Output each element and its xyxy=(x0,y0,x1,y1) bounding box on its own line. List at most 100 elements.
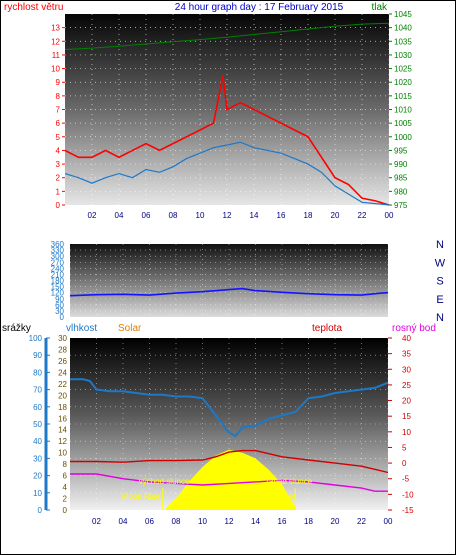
time-tick-label: 08 xyxy=(169,211,178,220)
solar-tick-label: 14 xyxy=(58,426,67,435)
wind-average-line xyxy=(64,141,390,206)
direction-tick-label: 330 xyxy=(51,246,65,255)
pressure-axis-title: tlak xyxy=(371,2,388,13)
temperature-tick-label: 10 xyxy=(402,428,411,437)
direction-tick-label: 300 xyxy=(51,252,65,261)
solar-tick-label: 20 xyxy=(58,391,67,400)
pressure-tick-label: 995 xyxy=(394,146,408,155)
solar-tick-label: 4 xyxy=(63,483,68,492)
rain-tick-label: 70 xyxy=(33,386,42,395)
solar-tick-label: 12 xyxy=(58,437,67,446)
rain-tick-label: 50 xyxy=(33,420,42,429)
climate-time-axis: 02 04 06 08 10 12 14 16 18 20 22 00 xyxy=(92,517,393,526)
pressure-tick-label: 1040 xyxy=(394,24,412,33)
moonset-label: Moon Set xyxy=(261,492,296,501)
dewpoint-axis-title: rosný bod xyxy=(392,323,436,334)
wind-tick-label: 1 xyxy=(56,187,61,196)
direction-tick-label: 180 xyxy=(51,277,65,286)
direction-series xyxy=(69,287,389,297)
direction-tick-label: 360 xyxy=(51,240,65,249)
wind-tick-label: 13 xyxy=(51,24,60,33)
solar-area xyxy=(164,449,297,510)
pressure-tick-label: 1025 xyxy=(394,65,412,74)
solar-tick-label: 28 xyxy=(58,345,67,354)
wind-tick-label: 0 xyxy=(56,201,61,210)
temperature-axis-title: teplota xyxy=(312,323,342,334)
wind-tick-label: 8 xyxy=(56,92,61,101)
pressure-tick-label: 1030 xyxy=(394,51,412,60)
solar-tick-label: 22 xyxy=(58,380,67,389)
temperature-tick-label: 0 xyxy=(402,459,407,468)
sun-moon-events: východ slunce západ slunce Moon Rise Moo… xyxy=(122,477,313,510)
compass-label: W xyxy=(435,257,446,269)
climate-series xyxy=(70,378,389,510)
temperature-axis: -15 -10 -5 0 5 10 15 20 25 30 35 40 xyxy=(388,334,414,515)
pressure-tick-label: 1010 xyxy=(394,106,412,115)
pressure-axis: 975 980 985 990 995 1000 1005 1010 1015 1020 1025 1… xyxy=(389,10,412,210)
temperature-tick-label: 35 xyxy=(402,350,411,359)
solar-tick-label: 8 xyxy=(63,460,68,469)
wind-tick-label: 7 xyxy=(56,106,61,115)
rain-tick-label: 20 xyxy=(33,472,42,481)
temperature-tick-label: -10 xyxy=(402,490,414,499)
temperature-tick-label: -5 xyxy=(402,475,410,484)
time-tick-label: 18 xyxy=(304,517,313,526)
time-tick-label: 04 xyxy=(115,211,124,220)
wind-tick-label: 12 xyxy=(51,37,60,46)
wind-tick-label: 6 xyxy=(56,119,61,128)
pressure-tick-label: 975 xyxy=(394,201,408,210)
solar-tick-label: 2 xyxy=(63,495,68,504)
solar-tick-label: 26 xyxy=(58,357,67,366)
time-tick-label: 00 xyxy=(384,517,393,526)
time-tick-label: 10 xyxy=(196,211,205,220)
wind-tick-label: 3 xyxy=(56,160,61,169)
pressure-tick-label: 1045 xyxy=(394,10,412,19)
rain-tick-label: 0 xyxy=(38,506,43,515)
humidity-line xyxy=(70,378,389,438)
solar-tick-label: 16 xyxy=(58,414,67,423)
rain-tick-label: 100 xyxy=(29,334,43,343)
temperature-tick-label: 30 xyxy=(402,365,411,374)
temperature-tick-label: 5 xyxy=(402,443,407,452)
time-tick-label: 16 xyxy=(277,211,286,220)
moonrise-label: Moon Rise xyxy=(122,492,161,501)
time-tick-label: 06 xyxy=(142,211,151,220)
wind-tick-label: 4 xyxy=(56,146,61,155)
wind-gust-line xyxy=(64,75,390,206)
temperature-tick-label: 40 xyxy=(402,334,411,343)
compass-label: N xyxy=(436,239,444,251)
solar-tick-label: 18 xyxy=(58,403,67,412)
time-tick-label: 22 xyxy=(358,211,367,220)
climate-grid xyxy=(70,338,389,510)
compass-label: S xyxy=(436,276,443,288)
chart-title: 24 hour graph day : 17 February 2015 xyxy=(175,2,344,13)
rain-tick-label: 60 xyxy=(33,403,42,412)
solar-tick-label: 24 xyxy=(58,368,67,377)
wind-axis-title: rychlost větru xyxy=(4,2,63,13)
wind-tick-label: 10 xyxy=(51,65,60,74)
wind-tick-label: 9 xyxy=(56,78,61,87)
time-tick-label: 14 xyxy=(250,211,259,220)
solar-tick-label: 30 xyxy=(58,334,67,343)
direction-tick-label: 120 xyxy=(51,289,65,298)
temperature-tick-label: 15 xyxy=(402,412,411,421)
rain-tick-label: 10 xyxy=(33,489,42,498)
time-tick-label: 10 xyxy=(198,517,207,526)
temperature-tick-label: 20 xyxy=(402,397,411,406)
rain-tick-label: 30 xyxy=(33,454,42,463)
time-tick-label: 12 xyxy=(223,211,232,220)
wind-tick-label: 2 xyxy=(56,174,61,183)
time-tick-label: 16 xyxy=(278,517,287,526)
temperature-line xyxy=(70,449,389,474)
direction-tick-label: 30 xyxy=(55,307,64,316)
time-tick-label: 18 xyxy=(304,211,313,220)
direction-tick-label: 0 xyxy=(60,313,65,322)
time-tick-label: 20 xyxy=(331,517,340,526)
time-tick-label: 08 xyxy=(172,517,181,526)
direction-tick-label: 60 xyxy=(55,301,64,310)
pressure-line xyxy=(64,22,390,50)
